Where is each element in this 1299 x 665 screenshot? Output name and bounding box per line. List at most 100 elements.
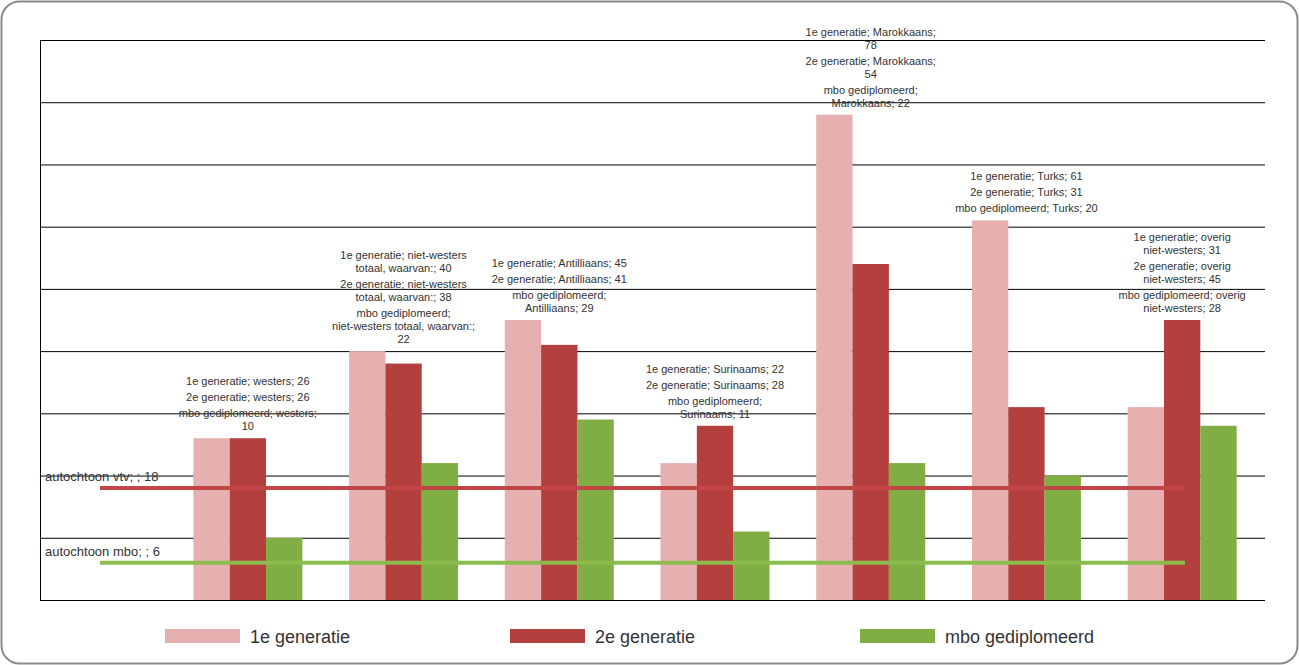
y-tick (40, 40, 1265, 41)
legend-label: mbo gediplomeerd (945, 627, 1094, 647)
label-line: 1e generatie; Turks; 61 (970, 170, 1083, 182)
data-label: 2e generatie; Turks; 31 (970, 186, 1083, 198)
grid-line (40, 102, 1265, 103)
bar (577, 420, 613, 600)
bar (733, 532, 769, 600)
legend-label: 1e generatie (250, 627, 350, 647)
data-label: 1e generatie; niet-westerstotaal, waarva… (340, 249, 467, 274)
label-line: 2e generatie; Marokkaans; (806, 55, 936, 67)
bar (1045, 476, 1081, 600)
data-label: mbo gediplomeerd; westers;10 (179, 407, 317, 432)
label-line: 1e generatie; westers; 26 (186, 375, 310, 387)
legend-label: 2e generatie (595, 627, 695, 647)
label-line: 2e generatie; Turks; 31 (970, 186, 1083, 198)
y-tick (40, 351, 1265, 352)
bar (972, 220, 1008, 600)
label-line: niet-westers; 45 (1143, 273, 1221, 285)
bar (853, 264, 889, 600)
bar (661, 463, 697, 600)
data-label: 1e generatie; Turks; 61 (970, 170, 1083, 182)
label-line: mbo gediplomeerd; (356, 307, 450, 319)
grid-line (40, 289, 1265, 290)
data-label: mbo gediplomeerd; Turks; 20 (955, 202, 1097, 214)
y-tick (40, 164, 1265, 165)
legend-swatch (510, 629, 585, 643)
data-label: 2e generatie; Marokkaans;54 (806, 55, 936, 80)
data-label: 1e generatie; overigniet-westers; 31 (1134, 231, 1231, 256)
data-label: mbo gediplomeerd;Antilliaans; 29 (512, 289, 606, 314)
label-line: 2e generatie; westers; 26 (186, 391, 310, 403)
label-line: totaal, waarvan:; 40 (356, 262, 452, 274)
label-line: 2e generatie; Surinaams; 28 (646, 379, 784, 391)
label-line: 10 (242, 420, 254, 432)
label-line: 2e generatie; overig (1134, 260, 1231, 272)
label-line: 1e generatie; Surinaams; 22 (646, 363, 784, 375)
bar (697, 426, 733, 600)
label-line: 2e generatie; niet-westers (340, 278, 467, 290)
bar (1008, 407, 1044, 600)
grid-line (40, 164, 1265, 165)
label-line: 22 (397, 333, 409, 345)
bar (230, 438, 266, 600)
data-label: 2e generatie; overigniet-westers; 45 (1134, 260, 1231, 285)
data-label: mbo gediplomeerd; overigniet-westers; 28 (1119, 289, 1246, 314)
chart-container: autochtoon vtv; ; 18 autochtoon mbo; ; 6 m… (0, 0, 1299, 665)
reference-labels: autochtoon vtv; ; 18 autochtoon mbo; ; 6 (45, 469, 160, 559)
y-tick (40, 102, 1265, 103)
label-line: niet-westers; 28 (1143, 302, 1221, 314)
reference-line (100, 561, 1185, 565)
y-tick (40, 227, 1265, 228)
bar-series (266, 420, 1237, 600)
chart-frame (2, 2, 1298, 664)
legend-item: mbo gediplomeerd (860, 627, 1094, 647)
bar (816, 115, 852, 600)
label-line: mbo gediplomeerd; (824, 84, 918, 96)
label-line: 2e generatie; Antilliaans; 41 (492, 273, 627, 285)
label-line: mbo gediplomeerd; (668, 395, 762, 407)
y-tick (40, 600, 1265, 601)
reference-label: autochtoon mbo; ; 6 (45, 544, 160, 559)
grid-line (40, 600, 1265, 601)
chart-svg: autochtoon vtv; ; 18 autochtoon mbo; ; 6 m… (0, 0, 1299, 665)
grid-line (40, 40, 1265, 41)
label-line: 1e generatie; Antilliaans; 45 (492, 257, 627, 269)
bar (505, 320, 541, 600)
label-line: totaal, waarvan:; 38 (356, 291, 452, 303)
bar (889, 463, 925, 600)
data-labels: mbo gediplomeerd; westers;10 2e generatie… (179, 26, 1246, 433)
data-label: 1e generatie; Surinaams; 22 (646, 363, 784, 375)
data-label: 2e generatie; westers; 26 (186, 391, 310, 403)
label-line: 1e generatie; Marokkaans; (806, 26, 936, 38)
legend-item: 2e generatie (510, 627, 695, 647)
label-line: mbo gediplomeerd; Turks; 20 (955, 202, 1097, 214)
reference-line (100, 486, 1185, 490)
y-tick (40, 289, 1265, 290)
label-line: mbo gediplomeerd; (512, 289, 606, 301)
bar (1164, 320, 1200, 600)
data-label: mbo gediplomeerd;Surinaams; 11 (668, 395, 762, 420)
legend: 1e generatie 2e generatie mbo gediplomeerd (165, 627, 1094, 647)
label-line: mbo gediplomeerd; westers; (179, 407, 317, 419)
label-line: 1e generatie; niet-westers (340, 249, 467, 261)
data-label: 2e generatie; Surinaams; 28 (646, 379, 784, 391)
label-line: 54 (865, 68, 877, 80)
legend-swatch (165, 629, 240, 643)
data-label: mbo gediplomeerd;Marokkaans; 22 (824, 84, 918, 109)
grid-line (40, 351, 1265, 352)
legend-swatch (860, 629, 935, 643)
label-line: 78 (865, 39, 877, 51)
reference-label: autochtoon vtv; ; 18 (45, 469, 158, 484)
label-line: niet-westers totaal, waarvan:; (332, 320, 475, 332)
bar (1200, 426, 1236, 600)
label-line: Surinaams; 11 (680, 408, 750, 420)
label-line: mbo gediplomeerd; overig (1119, 289, 1246, 301)
label-line: niet-westers; 31 (1143, 244, 1221, 256)
y-axis (40, 41, 1265, 601)
label-line: Antilliaans; 29 (525, 302, 594, 314)
data-label: 1e generatie; Antilliaans; 45 (492, 257, 627, 269)
bar (193, 438, 229, 600)
data-label: 1e generatie; westers; 26 (186, 375, 310, 387)
bar-series (230, 264, 1201, 600)
bar (422, 463, 458, 600)
grid-line (40, 227, 1265, 228)
